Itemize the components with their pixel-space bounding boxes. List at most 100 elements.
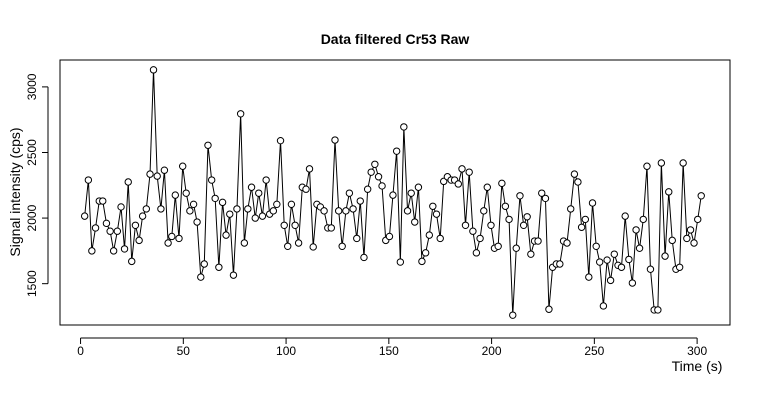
- data-point: [523, 213, 531, 221]
- x-tick-label: 300: [687, 344, 707, 358]
- y-tick-label: 1500: [25, 270, 39, 297]
- data-point: [570, 170, 579, 178]
- data-point: [287, 200, 296, 209]
- data-point: [697, 192, 705, 200]
- data-point: [186, 207, 194, 215]
- data-point: [661, 252, 669, 260]
- data-point: [338, 242, 346, 250]
- data-point: [585, 273, 593, 281]
- data-point: [226, 210, 234, 218]
- data-point: [599, 302, 608, 310]
- data-point: [527, 250, 535, 258]
- data-point: [414, 183, 423, 191]
- data-point: [407, 189, 415, 197]
- data-point: [469, 227, 477, 235]
- data-point: [222, 231, 230, 239]
- data-point: [679, 159, 687, 167]
- data-point: [128, 257, 136, 266]
- data-point: [574, 178, 582, 186]
- data-point: [606, 276, 615, 285]
- chart-title: Data filtered Cr53 Raw: [321, 31, 470, 47]
- data-point: [545, 305, 553, 313]
- data-point: [668, 236, 676, 245]
- data-point: [403, 207, 412, 215]
- data-point: [331, 136, 339, 144]
- data-point: [99, 197, 107, 205]
- data-point: [251, 214, 259, 222]
- data-point: [541, 194, 550, 203]
- data-point: [247, 183, 256, 191]
- data-point: [229, 271, 238, 279]
- data-point: [189, 200, 198, 209]
- data-point: [690, 239, 698, 247]
- data-point: [269, 207, 278, 215]
- data-point: [273, 200, 281, 209]
- data-point: [472, 249, 481, 257]
- data-point: [262, 176, 270, 184]
- data-point: [400, 123, 408, 131]
- data-point: [142, 205, 151, 213]
- data-point: [421, 249, 430, 257]
- data-point: [643, 162, 651, 170]
- data-point: [628, 279, 637, 287]
- data-point: [149, 66, 158, 74]
- data-point: [109, 247, 118, 255]
- data-point: [581, 215, 590, 224]
- data-point: [233, 205, 241, 213]
- data-point: [556, 260, 564, 268]
- data-point: [258, 212, 267, 220]
- data-point: [327, 224, 335, 232]
- data-point: [276, 136, 285, 145]
- data-point: [302, 185, 310, 193]
- data-point: [345, 189, 354, 197]
- data-point: [160, 166, 169, 174]
- data-point: [204, 141, 212, 149]
- data-point: [200, 260, 208, 268]
- data-point: [461, 221, 470, 229]
- data-point: [244, 205, 252, 213]
- data-point: [396, 258, 405, 266]
- data-point: [131, 221, 140, 229]
- data-point: [363, 185, 372, 193]
- data-point: [509, 311, 517, 319]
- data-point: [88, 247, 96, 255]
- data-point: [334, 207, 343, 215]
- data-point: [694, 215, 702, 224]
- data-point: [349, 205, 357, 213]
- data-point: [563, 239, 571, 247]
- data-point: [501, 202, 510, 210]
- data-point: [367, 168, 375, 176]
- data-point: [665, 188, 673, 196]
- x-tick-label: 250: [584, 344, 604, 358]
- data-point: [683, 234, 691, 243]
- data-point: [236, 110, 245, 118]
- data-point: [686, 226, 695, 234]
- data-point: [305, 165, 314, 173]
- data-point: [291, 221, 299, 229]
- data-point: [632, 226, 640, 234]
- data-point: [171, 191, 179, 199]
- data-point: [512, 244, 520, 252]
- y-tick-label: 3000: [25, 73, 39, 100]
- x-tick-label: 0: [77, 344, 84, 358]
- data-point: [498, 179, 506, 188]
- data-point: [378, 182, 386, 190]
- data-point: [480, 207, 488, 215]
- data-point: [588, 199, 597, 207]
- data-point: [124, 178, 132, 186]
- data-point: [157, 205, 165, 213]
- data-point: [639, 215, 647, 224]
- data-point: [146, 170, 154, 178]
- data-point: [353, 234, 361, 243]
- y-tick-label: 2500: [25, 139, 39, 166]
- data-point: [153, 172, 161, 180]
- data-point: [360, 253, 368, 262]
- data-point: [494, 242, 502, 250]
- data-point: [113, 227, 122, 235]
- data-point: [617, 263, 626, 271]
- x-tick-label: 50: [177, 344, 191, 358]
- data-point: [356, 197, 364, 205]
- data-point: [175, 234, 183, 243]
- data-point: [577, 223, 586, 231]
